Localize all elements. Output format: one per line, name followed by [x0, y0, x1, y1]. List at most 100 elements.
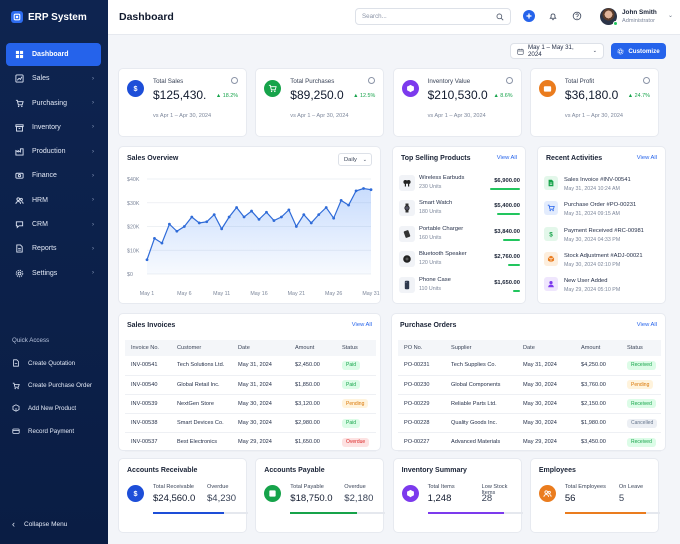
search-input[interactable]: Search...	[355, 8, 511, 25]
product-row-bluetooth-speaker[interactable]: Bluetooth Speaker 120 Units $2,760.00	[399, 247, 520, 271]
activity-icon-badge: $	[544, 226, 558, 241]
product-row-smart-watch[interactable]: Smart Watch 180 Units $5,400.00	[399, 196, 520, 220]
charger-icon	[403, 229, 411, 238]
add-button[interactable]	[523, 10, 535, 22]
summary-progress-track	[427, 512, 523, 514]
purchase-orders-view-all[interactable]: View All	[636, 322, 657, 328]
activity-row[interactable]: $ Payment Received #RC-00981 May 30, 2024 …	[544, 224, 665, 248]
online-status-dot	[613, 21, 618, 26]
gear-icon-wrap	[14, 268, 24, 278]
table-row[interactable]: INV-00540 Global Retail Inc. May 31, 2024 $…	[125, 375, 376, 395]
summary-title: Accounts Receivable	[127, 467, 198, 474]
summary-icon-badge	[401, 485, 419, 502]
summary-label-primary: Total Receivable	[153, 484, 195, 490]
table-row[interactable]: PO-00228 Quality Goods Inc. May 30, 2024 $1…	[398, 413, 661, 434]
customize-button[interactable]: Customize	[611, 43, 666, 59]
cart-icon	[269, 84, 277, 93]
kpi-comparison: vs Apr 1 – Apr 30, 2024	[153, 113, 212, 119]
collapse-menu-button[interactable]: ‹ Collapse Menu	[12, 519, 67, 529]
top-selling-view-all[interactable]: View All	[496, 155, 517, 161]
product-row-phone-case[interactable]: Phone Case 110 Units $1,650.00	[399, 273, 520, 297]
quick-access-record-payment[interactable]: Record Payment	[12, 427, 102, 435]
activity-row[interactable]: Stock Adjustment #ADJ-00021 May 30, 2024 …	[544, 249, 665, 273]
data-point	[197, 221, 201, 225]
chevron-left-icon: ‹	[12, 519, 15, 529]
sidebar-item-inventory[interactable]: Inventory ›	[6, 116, 101, 139]
notifications-button[interactable]	[547, 10, 559, 22]
user-name[interactable]: John Smith	[622, 9, 657, 16]
table-cell: PO-00229	[398, 394, 445, 415]
x-tick-label: May 26	[325, 291, 342, 297]
quick-access-create-purchase-order[interactable]: Create Purchase Order	[12, 382, 102, 390]
table-row[interactable]: INV-00539 NextGen Store May 30, 2024 $3,120…	[125, 394, 376, 415]
brand[interactable]: ERP System	[11, 11, 87, 23]
product-name: Bluetooth Speaker	[419, 251, 467, 258]
data-point	[153, 236, 156, 240]
sidebar-item-dashboard[interactable]: Dashboard	[6, 43, 101, 66]
activity-title: Sales Invoice #INV-00541	[564, 177, 631, 183]
table-cell: Tech Solutions Ltd.	[171, 356, 232, 376]
chevron-right-icon: ›	[92, 221, 94, 228]
sidebar-item-crm[interactable]: CRM ›	[6, 213, 101, 236]
help-button[interactable]	[571, 10, 583, 22]
activity-row[interactable]: New User Added May 29, 2024 05:10 PM	[544, 274, 665, 298]
search-placeholder: Search...	[362, 13, 387, 20]
activity-row[interactable]: Purchase Order #PO-00231 May 31, 2024 09:…	[544, 198, 665, 222]
data-point	[287, 208, 291, 212]
table-cell: May 30, 2024	[517, 375, 575, 395]
table-row[interactable]: PO-00231 Tech Supplies Co. May 31, 2024 $4,…	[398, 356, 661, 376]
table-cell: Reliable Parts Ltd.	[445, 394, 517, 415]
quick-access-create-quotation[interactable]: Create Quotation	[12, 359, 102, 367]
date-range-picker[interactable]: May 1 – May 31, 2024 ⌄	[510, 43, 604, 59]
crm-icon-wrap	[14, 220, 24, 230]
bell-icon	[549, 13, 557, 21]
table-row[interactable]: INV-00537 Best Electronics May 29, 2024 $1,…	[125, 432, 376, 453]
info-icon[interactable]	[642, 77, 650, 84]
table-cell: May 31, 2024	[232, 356, 289, 376]
table-row[interactable]: INV-00541 Tech Solutions Ltd. May 31, 2024…	[125, 356, 376, 376]
chevron-down-icon[interactable]: ⌄	[668, 13, 674, 19]
quick-access-add-new-product[interactable]: Add New Product	[12, 404, 102, 413]
table-cell: May 30, 2024	[517, 394, 575, 415]
table-row[interactable]: PO-00230 Global Components May 30, 2024 $3,…	[398, 375, 661, 395]
recent-activities-card: Recent Activities View All Sales Invoice…	[537, 146, 666, 304]
product-row-portable-charger[interactable]: Portable Charger 160 Units $3,840.00	[399, 222, 520, 246]
cart-icon-wrap	[14, 98, 24, 108]
kpi-value: $210,530.0	[427, 88, 488, 102]
sidebar-item-purchasing[interactable]: Purchasing ›	[6, 92, 101, 115]
table-cell: Best Electronics	[171, 432, 232, 453]
avatar[interactable]	[600, 8, 617, 25]
info-icon[interactable]	[368, 77, 376, 84]
summary-title: Accounts Payable	[264, 467, 325, 474]
data-point	[175, 229, 179, 233]
sidebar-item-hrm[interactable]: HRM ›	[6, 189, 101, 212]
data-point	[369, 188, 373, 192]
sidebar-item-reports[interactable]: Reports ›	[6, 237, 101, 260]
sidebar-item-production[interactable]: Production ›	[6, 140, 101, 163]
quotation-icon	[13, 359, 19, 367]
table-row[interactable]: PO-00229 Reliable Parts Ltd. May 30, 2024 $…	[398, 394, 661, 415]
sidebar-item-finance[interactable]: Finance ›	[6, 164, 101, 187]
info-icon[interactable]	[231, 77, 238, 84]
product-row-wireless-earbuds[interactable]: Wireless Earbuds 230 Units $6,900.00	[399, 171, 520, 195]
sales-invoices-view-all[interactable]: View All	[351, 322, 372, 328]
table-cell: Smart Devices Co.	[171, 413, 232, 434]
kpi-delta: ▲ 8.6%	[493, 93, 513, 99]
activity-row[interactable]: Sales Invoice #INV-00541 May 31, 2024 10:…	[544, 173, 665, 197]
users-icon	[543, 490, 552, 497]
column-header: Date	[232, 340, 289, 356]
status-badge: Pending	[627, 380, 654, 390]
product-units: 110 Units	[419, 285, 441, 292]
activity-time: May 31, 2024 10:24 AM	[564, 186, 620, 192]
summary-progress-fill	[564, 512, 646, 514]
activity-title: Purchase Order #PO-00231	[564, 202, 637, 209]
sidebar-item-sales[interactable]: Sales ›	[6, 67, 101, 90]
period-select[interactable]: Daily ⌄	[338, 153, 372, 166]
sidebar-item-settings[interactable]: Settings ›	[6, 262, 101, 285]
table-row[interactable]: PO-00227 Advanced Materials May 29, 2024 $3…	[398, 432, 661, 453]
recent-activities-view-all[interactable]: View All	[636, 155, 657, 161]
table-row[interactable]: INV-00538 Smart Devices Co. May 30, 2024 $2…	[125, 413, 376, 434]
x-tick-label: May 6	[177, 291, 191, 297]
info-icon[interactable]	[505, 77, 513, 84]
status-badge: Paid	[342, 380, 361, 390]
